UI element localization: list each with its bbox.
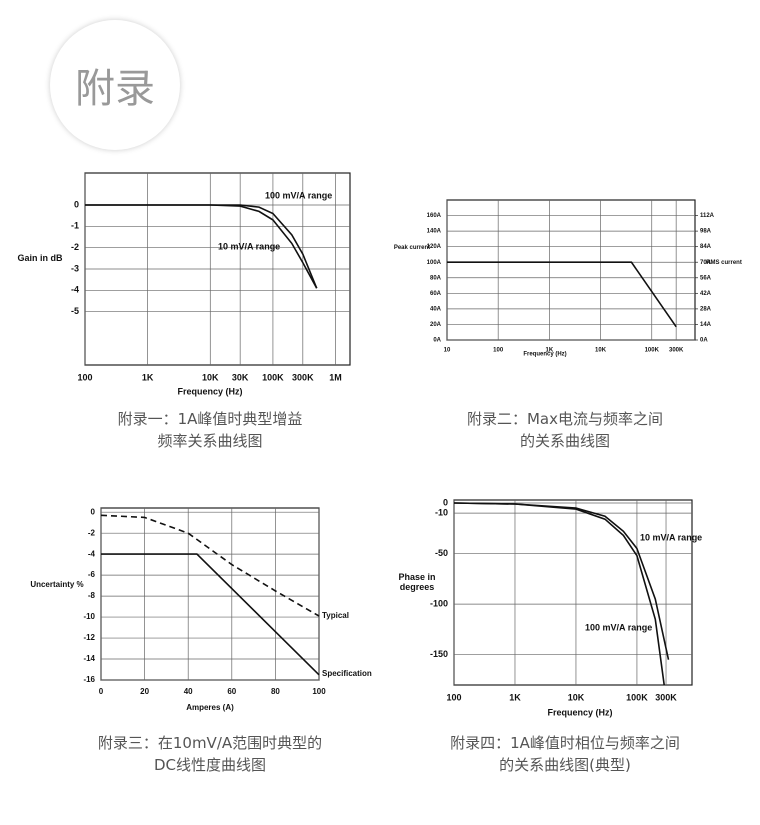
y-axis-label: Peak current [393, 245, 431, 251]
y2-tick-label: 14A [700, 322, 712, 328]
caption-line: 频率关系曲线图 [157, 432, 263, 450]
x-axis-label: Frequency (Hz) [547, 707, 612, 717]
y2-tick-label: 98A [700, 229, 712, 235]
x-axis-label: Frequency (Hz) [177, 386, 242, 396]
caption-line: 的关系曲线图 [519, 432, 610, 450]
x-tick-label: 300K [669, 348, 684, 354]
x-tick-label: 1M [329, 372, 342, 382]
series-label: 100 mV/A range [585, 622, 652, 632]
y-tick-label: -100 [430, 599, 448, 609]
y2-tick-label: 70A [700, 260, 712, 266]
y-tick-label: -8 [88, 591, 96, 600]
y-tick-label: -5 [71, 306, 79, 316]
y-tick-label: -12 [83, 633, 95, 642]
x-tick-label: 100K [645, 348, 660, 354]
x-tick-label: 10K [595, 348, 607, 354]
y-tick-label: -10 [435, 508, 448, 518]
y-tick-label: -4 [88, 549, 96, 558]
x-tick-label: 100 [446, 692, 461, 702]
series-label: Specification [322, 669, 372, 678]
x-tick-label: 100K [626, 692, 648, 702]
y-tick-label: -50 [435, 548, 448, 558]
y-tick-label: 20A [430, 322, 442, 328]
x-tick-label: 300K [292, 372, 314, 382]
x-tick-label: 30K [232, 372, 249, 382]
y-tick-label: -1 [71, 221, 79, 231]
y-axis-label: Uncertainty % [30, 580, 84, 589]
x-tick-label: 100 [77, 372, 92, 382]
y-tick-label: 60A [430, 291, 442, 297]
y2-tick-label: 28A [700, 306, 712, 312]
y-tick-label: -2 [71, 242, 79, 252]
header-title: 附录 [50, 20, 180, 150]
caption-line: 附录二：Max电流与频率之间 [466, 410, 663, 428]
caption-line: 附录四：1A峰值时相位与频率之间 [450, 734, 680, 752]
caption-line: 附录一：1A峰值时典型增益 [117, 410, 303, 428]
y-tick-label: 0 [74, 199, 79, 209]
y-tick-label: -14 [83, 654, 95, 663]
y-tick-label: 120A [427, 244, 442, 250]
series-label: 100 mV/A range [265, 190, 332, 200]
x-tick-label: 100 [493, 348, 504, 354]
x-tick-label: 1K [546, 348, 554, 354]
y2-tick-label: 112A [700, 213, 715, 219]
x-tick-label: 10 [444, 348, 451, 354]
y2-tick-label: 84A [700, 244, 712, 250]
x-tick-label: 20 [140, 687, 149, 696]
series-line [85, 204, 318, 289]
y-tick-label: 80A [430, 275, 442, 281]
x-tick-label: 100K [262, 372, 284, 382]
y-tick-label: -2 [88, 528, 96, 537]
y-axis-label: Gain in dB [17, 253, 63, 263]
series-label: 10 mV/A range [218, 241, 280, 251]
x-tick-label: 0 [99, 687, 104, 696]
y-tick-label: 40A [430, 306, 442, 312]
x-tick-label: 10K [568, 692, 585, 702]
y-tick-label: -3 [71, 263, 79, 273]
caption-line: 的关系曲线图(典型) [499, 756, 631, 774]
y-tick-label: 0 [443, 497, 448, 507]
series-line [453, 502, 670, 660]
y-tick-label: 0 [91, 507, 96, 516]
plot-frame [453, 499, 693, 686]
y-tick-label: -16 [83, 675, 95, 684]
y-tick-label: 140A [427, 229, 442, 235]
series-line [447, 261, 677, 328]
plot-frame [100, 507, 320, 681]
y2-axis-label: RMS current [706, 260, 742, 266]
y-tick-label: -150 [430, 649, 448, 659]
x-axis-label: Amperes (A) [186, 703, 234, 712]
y-axis-label: Phase in degrees [398, 572, 436, 593]
y-tick-label: 100A [427, 260, 442, 266]
caption-line: DC线性度曲线图 [153, 756, 267, 774]
y-tick-label: -6 [88, 570, 96, 579]
y2-tick-label: 56A [700, 275, 712, 281]
plot-frame [446, 199, 696, 341]
x-tick-label: 10K [202, 372, 219, 382]
x-axis-label: Frequency (Hz) [523, 352, 566, 358]
y-tick-label: 160A [427, 213, 442, 219]
x-tick-label: 1K [142, 372, 154, 382]
x-tick-label: 100 [312, 687, 326, 696]
series-line [85, 204, 318, 289]
x-tick-label: 1K [509, 692, 521, 702]
caption-line: 附录三：在10mV/A范围时典型的 [97, 734, 323, 752]
series-line [101, 553, 320, 676]
series-line [100, 514, 320, 617]
x-tick-label: 40 [184, 687, 193, 696]
series-line [453, 502, 665, 686]
series-label: Typical [322, 611, 349, 620]
x-tick-label: 60 [227, 687, 236, 696]
y-tick-label: 0A [433, 338, 441, 344]
x-tick-label: 300K [655, 692, 677, 702]
y-tick-label: -4 [71, 285, 79, 295]
y-tick-label: -10 [83, 612, 95, 621]
x-tick-label: 80 [271, 687, 280, 696]
y2-tick-label: 42A [700, 291, 712, 297]
series-label: 10 mV/A range [640, 532, 702, 542]
y2-tick-label: 0A [700, 338, 708, 344]
